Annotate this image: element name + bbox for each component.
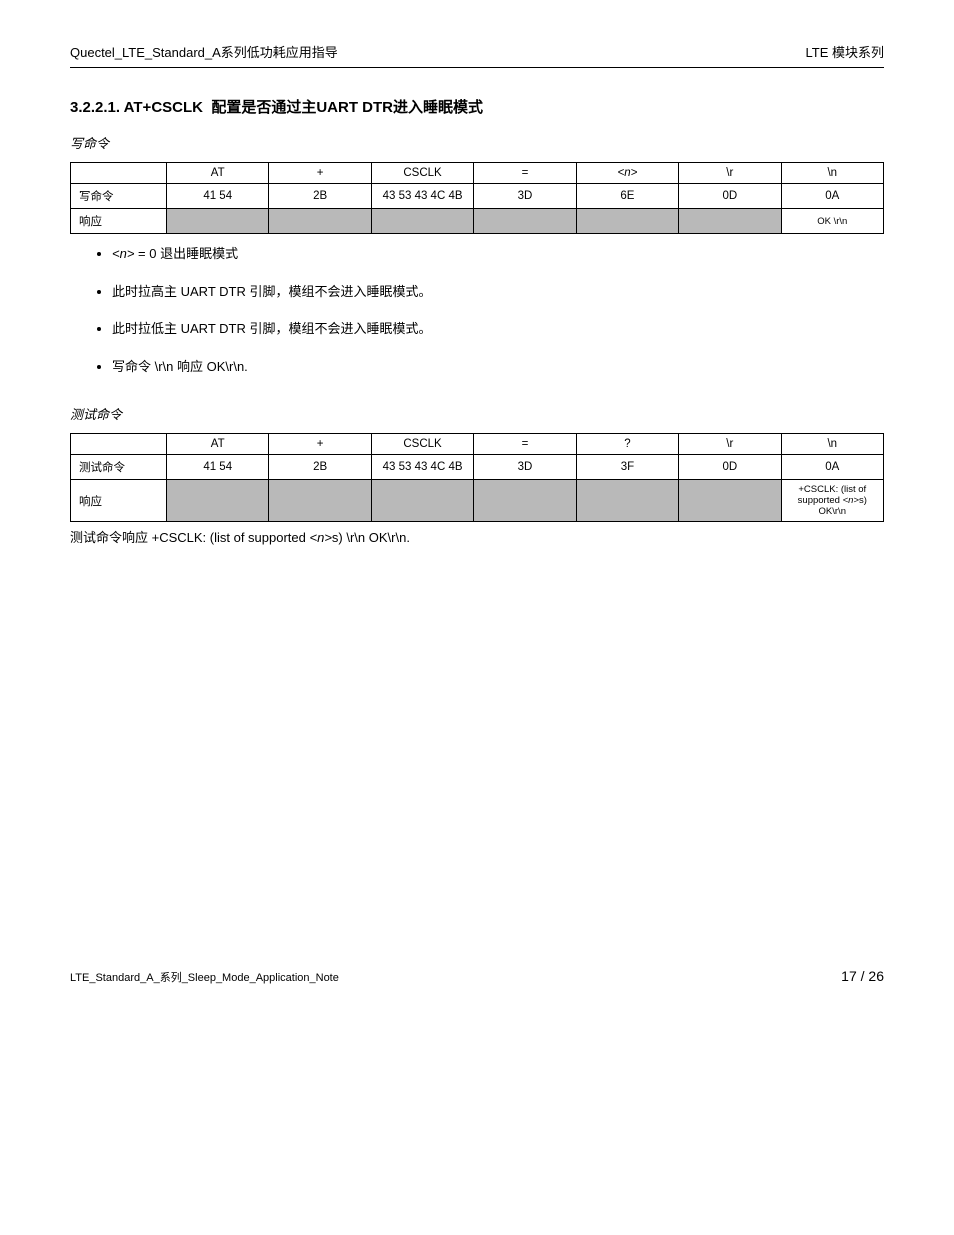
footer-left: LTE_Standard_A_系列_Sleep_Mode_Application… xyxy=(70,969,339,985)
footer-page-number: 17 / 26 xyxy=(841,968,884,984)
section-heading: 3.2.2.1. AT+CSCLK 配置是否通过主UART DTR进入睡眠模式 xyxy=(70,96,884,117)
subhead-test: 测试命令 xyxy=(70,404,884,423)
param-n: <n> xyxy=(112,246,134,261)
section-csclk-test: 测试命令 AT+CSCLK=?\r\n测试命令41 542B43 53 43 4… xyxy=(70,404,884,548)
subhead-write: 写命令 xyxy=(70,133,884,152)
bullet-list: <n> = 0 退出睡眠模式 此时拉高主 UART DTR 引脚，模组不会进入睡… xyxy=(112,244,884,376)
bullet-item: 写命令 \r\n 响应 OK\r\n. xyxy=(112,357,884,377)
page-container: Quectel_LTE_Standard_A系列低功耗应用指导 LTE 模块系列… xyxy=(0,0,954,1045)
header-right: LTE 模块系列 xyxy=(806,42,885,61)
header-title: Quectel_LTE_Standard_A系列低功耗应用指导 xyxy=(70,42,338,61)
section-cmd: AT+CSCLK xyxy=(124,99,203,116)
header-rule xyxy=(70,67,884,68)
bullet-intro-rest: = 0 退出睡眠模式 xyxy=(134,246,238,261)
page-footer: LTE_Standard_A_系列_Sleep_Mode_Application… xyxy=(70,968,884,985)
write-cmd-table: AT+CSCLK=<n>\r\n写命令41 542B43 53 43 4C 4B… xyxy=(70,162,884,234)
page-header: Quectel_LTE_Standard_A系列低功耗应用指导 LTE 模块系列 xyxy=(70,42,884,61)
bullet-item: 此时拉高主 UART DTR 引脚，模组不会进入睡眠模式。 xyxy=(112,282,884,302)
test-response-para: 测试命令响应 +CSCLK: (list of supported <n>s) … xyxy=(70,528,884,548)
bullet-intro: <n> = 0 退出睡眠模式 xyxy=(112,244,884,264)
bullet-item: 此时拉低主 UART DTR 引脚，模组不会进入睡眠模式。 xyxy=(112,319,884,339)
section-title-rest: 配置是否通过主UART DTR进入睡眠模式 xyxy=(211,99,483,116)
test-cmd-table: AT+CSCLK=?\r\n测试命令41 542B43 53 43 4C 4B3… xyxy=(70,433,884,522)
section-csclk-write: 3.2.2.1. AT+CSCLK 配置是否通过主UART DTR进入睡眠模式 … xyxy=(70,96,884,376)
section-number: 3.2.2.1. xyxy=(70,99,120,116)
